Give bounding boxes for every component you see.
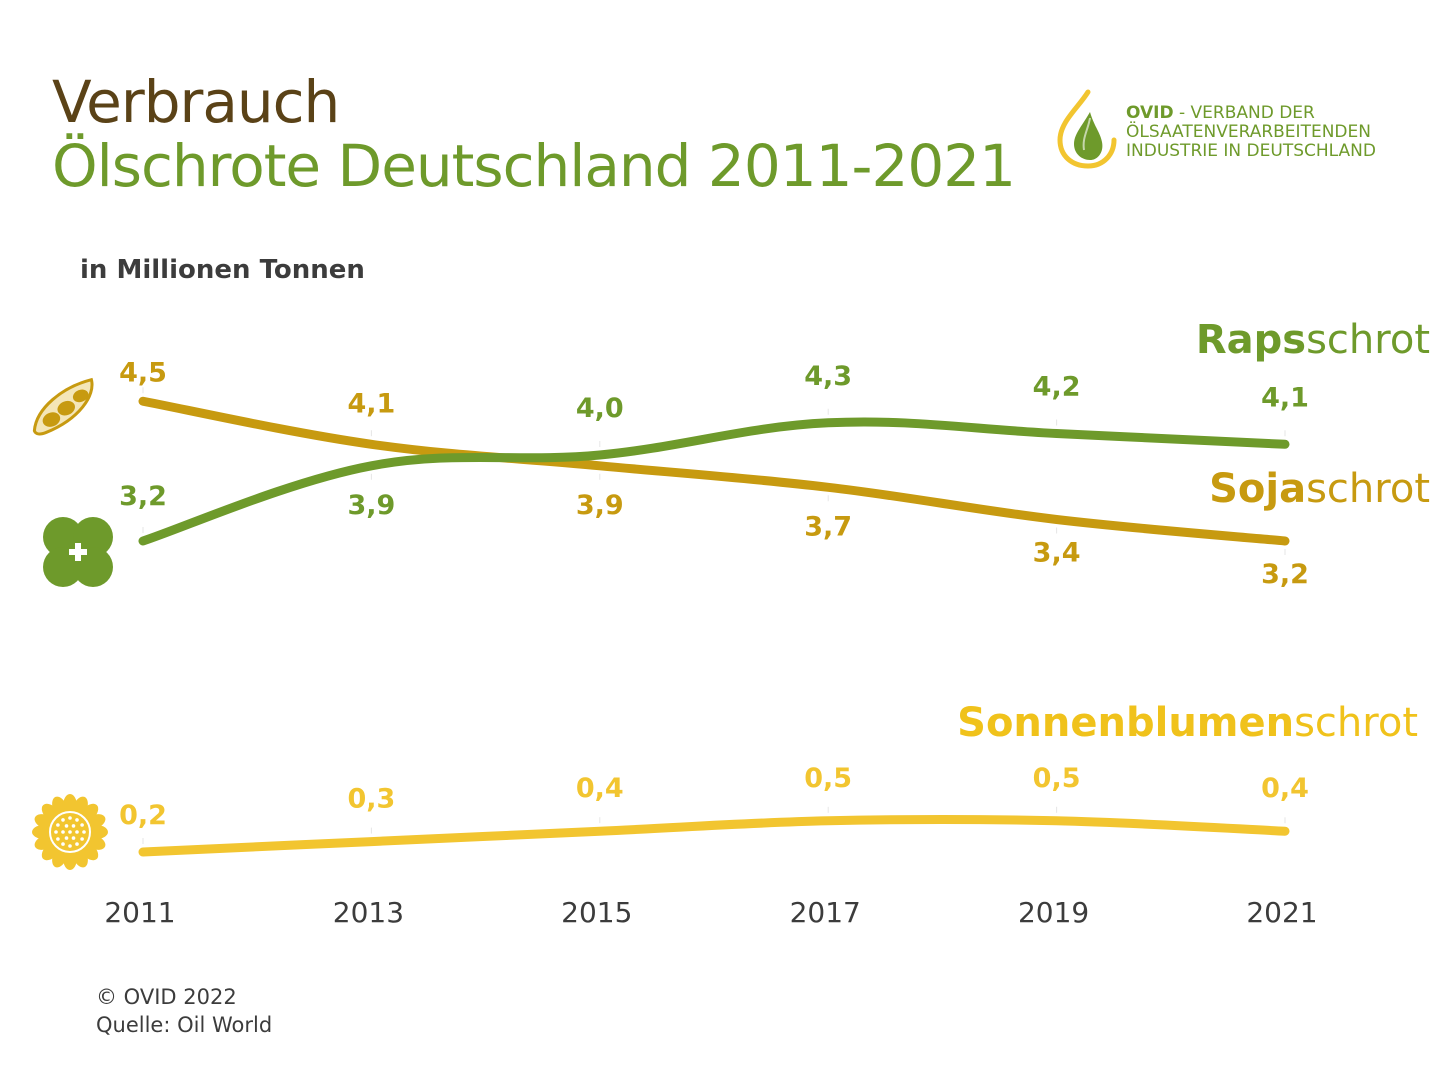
logo-line3: INDUSTRIE IN DEUTSCHLAND (1126, 141, 1376, 161)
value-label-raps: 4,2 (1033, 372, 1081, 403)
series-line-sonne (138, 814, 1290, 857)
sunflower-seed (61, 830, 65, 834)
value-label-soja: 4,1 (347, 388, 395, 419)
series-label-raps-rest: schrot (1306, 317, 1430, 363)
sunflower-seed (54, 830, 58, 834)
series-label-soja-bold: Soja (1209, 466, 1307, 512)
logo-brand: OVID (1126, 103, 1174, 123)
value-label-soja: 3,2 (1261, 559, 1309, 590)
value-label-raps: 3,2 (119, 481, 167, 512)
sunflower-seed (75, 842, 79, 846)
value-label-sonne: 0,2 (119, 800, 167, 831)
rapeseed-flower-icon (43, 517, 113, 587)
logo-line1: - VERBAND DER (1173, 103, 1315, 123)
sunflower-seed (64, 836, 69, 840)
series-label-sonne-bold: Sonnenblumen (957, 700, 1295, 746)
value-label-soja: 3,7 (804, 511, 852, 542)
sunflower-seed (61, 818, 65, 822)
value-label-sonne: 0,4 (1261, 773, 1309, 804)
sunflower-seed (75, 830, 79, 834)
series-line-soja (138, 396, 1290, 546)
oil-drop-logo-icon (1057, 89, 1117, 169)
x-tick-label: 2011 (104, 896, 175, 929)
ovid-logo: OVID - VERBAND DER ÖLSAATENVERARBEITENDE… (1052, 86, 1412, 176)
sunflower-seed (56, 823, 60, 827)
value-label-sonne: 0,3 (347, 784, 395, 815)
footer: © OVID 2022 Quelle: Oil World (96, 983, 272, 1039)
copyright-text: © OVID 2022 (96, 985, 237, 1009)
series-label-soja: Sojaschrot (1209, 466, 1430, 512)
logo-text: OVID - VERBAND DER ÖLSAATENVERARBEITENDE… (1126, 104, 1376, 161)
series-label-sonne: Sonnenblumenschrot (957, 700, 1418, 746)
sunflower-seed (61, 842, 65, 846)
sunflower-seed (68, 830, 72, 834)
value-label-soja: 3,9 (576, 490, 624, 521)
x-tick-label: 2017 (790, 896, 861, 929)
series-label-raps-bold: Raps (1195, 317, 1307, 363)
sunflower-seed (80, 837, 84, 841)
value-label-sonne: 0,5 (1033, 763, 1081, 794)
value-label-raps: 4,1 (1261, 382, 1309, 413)
unit-label: in Millionen Tonnen (80, 255, 365, 285)
sunflower-seed (68, 816, 72, 820)
sunflower-seed (80, 823, 84, 827)
x-tick-label: 2013 (333, 896, 404, 929)
sunflower-seed (68, 844, 72, 848)
logo-line2: ÖLSAATENVERARBEITENDEN (1126, 122, 1371, 142)
value-label-raps: 3,9 (347, 490, 395, 521)
series-label-soja-rest: schrot (1306, 466, 1430, 512)
source-text: Quelle: Oil World (96, 1013, 273, 1037)
value-label-soja: 4,5 (119, 357, 167, 388)
series-line-raps (138, 417, 1290, 546)
sunflower-seed (82, 830, 86, 834)
chart-title-line1: Verbrauch (52, 68, 340, 136)
chart-title-line2: Ölschrote Deutschland 2011-2021 (52, 132, 1016, 200)
sunflower-icon (32, 794, 108, 870)
x-tick-label: 2019 (1018, 896, 1089, 929)
sunflower-seed (64, 824, 69, 828)
value-label-sonne: 0,5 (804, 763, 852, 794)
value-label-sonne: 0,4 (576, 773, 624, 804)
x-tick-label: 2015 (561, 896, 632, 929)
series-label-raps: Rapsschrot (1196, 317, 1430, 363)
value-label-raps: 4,3 (804, 361, 852, 392)
sunflower-seed (71, 824, 76, 828)
sunflower-seed (75, 818, 79, 822)
sunflower-seed (71, 836, 76, 840)
x-tick-label: 2021 (1246, 896, 1317, 929)
value-label-raps: 4,0 (576, 393, 624, 424)
soy-pod-icon (32, 377, 94, 436)
value-label-soja: 3,4 (1033, 538, 1081, 569)
sunflower-seed (56, 837, 60, 841)
series-label-sonne-rest: schrot (1294, 700, 1418, 746)
